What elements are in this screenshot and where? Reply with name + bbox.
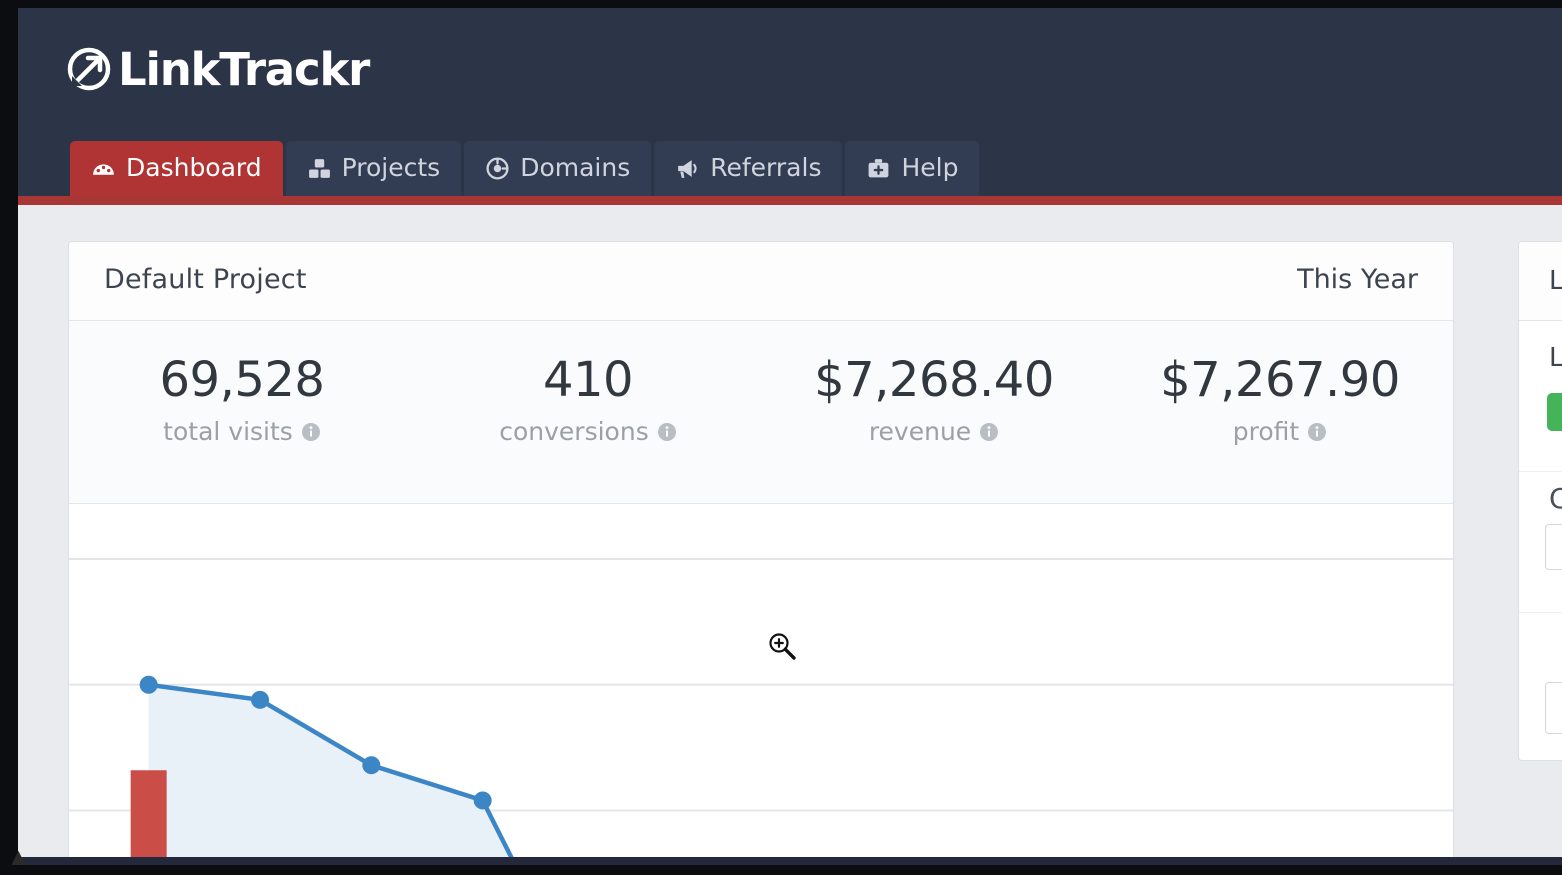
main-nav: Dashboard Projects <box>70 141 980 196</box>
stat-profit: $7,267.90 profit <box>1107 321 1453 503</box>
dashboard-card-header: Default Project This Year <box>69 242 1453 321</box>
stat-profit-value: $7,267.90 <box>1160 352 1400 408</box>
info-circle-icon[interactable] <box>1307 422 1327 442</box>
first-aid-kit-icon <box>866 156 891 181</box>
tab-referrals-label: Referrals <box>710 153 822 182</box>
side-panel-row-secondary[interactable]: C <box>1519 472 1562 613</box>
brand-name: LinkTrackr <box>118 42 370 96</box>
dashboard-card: Default Project This Year 69,528 total v… <box>68 241 1454 865</box>
brand-logo[interactable]: LinkTrackr <box>66 38 370 100</box>
info-circle-icon[interactable] <box>301 422 321 442</box>
side-panel-input[interactable] <box>1545 524 1562 570</box>
tab-domains-label: Domains <box>520 153 631 182</box>
tab-dashboard-label: Dashboard <box>126 153 262 182</box>
tab-help-label: Help <box>901 153 959 182</box>
stat-profit-text: profit <box>1232 417 1300 447</box>
stat-total-visits-label: total visits <box>163 417 321 446</box>
stat-total-visits: 69,528 total visits <box>69 321 415 503</box>
stat-total-visits-value: 69,528 <box>159 352 325 408</box>
header-accent-rule <box>8 196 1562 205</box>
page-body: Default Project This Year 69,528 total v… <box>8 205 1562 865</box>
stat-revenue-label: revenue <box>869 417 999 446</box>
side-panel-input-secondary[interactable] <box>1545 682 1562 734</box>
side-panel-header-text: L <box>1549 266 1562 296</box>
stat-revenue: $7,268.40 revenue <box>761 321 1107 503</box>
tab-help[interactable]: Help <box>845 141 980 196</box>
status-badge <box>1547 393 1562 431</box>
tab-domains[interactable]: Domains <box>464 141 652 196</box>
stat-total-visits-text: total visits <box>163 417 293 447</box>
stat-conversions-label: conversions <box>499 417 676 446</box>
target-crosshair-icon <box>485 156 510 181</box>
side-panel-row[interactable]: L <box>1519 321 1562 472</box>
info-circle-icon[interactable] <box>657 422 677 442</box>
page-title: Default Project <box>104 264 307 295</box>
stat-conversions-text: conversions <box>499 417 649 447</box>
tab-dashboard[interactable]: Dashboard <box>70 141 283 196</box>
browser-viewport: LinkTrackr Dashboard <box>8 8 1562 865</box>
kpi-stats-row: 69,528 total visits <box>69 321 1453 504</box>
stat-profit-label: profit <box>1233 417 1327 446</box>
side-panel-glyph-text: C <box>1549 482 1562 515</box>
date-range-selector[interactable]: This Year <box>1297 264 1418 295</box>
left-dark-edge <box>8 8 18 865</box>
performance-chart[interactable] <box>69 504 1453 865</box>
megaphone-icon <box>675 156 700 181</box>
tab-projects[interactable]: Projects <box>285 141 462 196</box>
stat-revenue-text: revenue <box>868 417 972 447</box>
left-edge-partial-glyph: ▲ <box>10 846 27 865</box>
tab-referrals[interactable]: Referrals <box>654 141 843 196</box>
chart-canvas <box>69 558 1453 865</box>
info-circle-icon[interactable] <box>979 422 999 442</box>
stat-conversions: 410 conversions <box>415 321 761 503</box>
side-panel-header: L <box>1519 242 1562 321</box>
bottom-dark-strip <box>8 857 1562 865</box>
side-panel-row-text: L <box>1549 343 1562 373</box>
side-panel-card: L L C <box>1518 241 1562 761</box>
tab-projects-label: Projects <box>341 153 441 182</box>
stat-conversions-value: 410 <box>542 352 634 408</box>
stat-revenue-value: $7,268.40 <box>814 352 1054 408</box>
app-header: LinkTrackr Dashboard <box>8 8 1562 196</box>
dashboard-gauge-icon <box>91 156 116 181</box>
cubes-icon <box>307 156 332 181</box>
arrow-circle-logo-icon <box>66 46 112 92</box>
